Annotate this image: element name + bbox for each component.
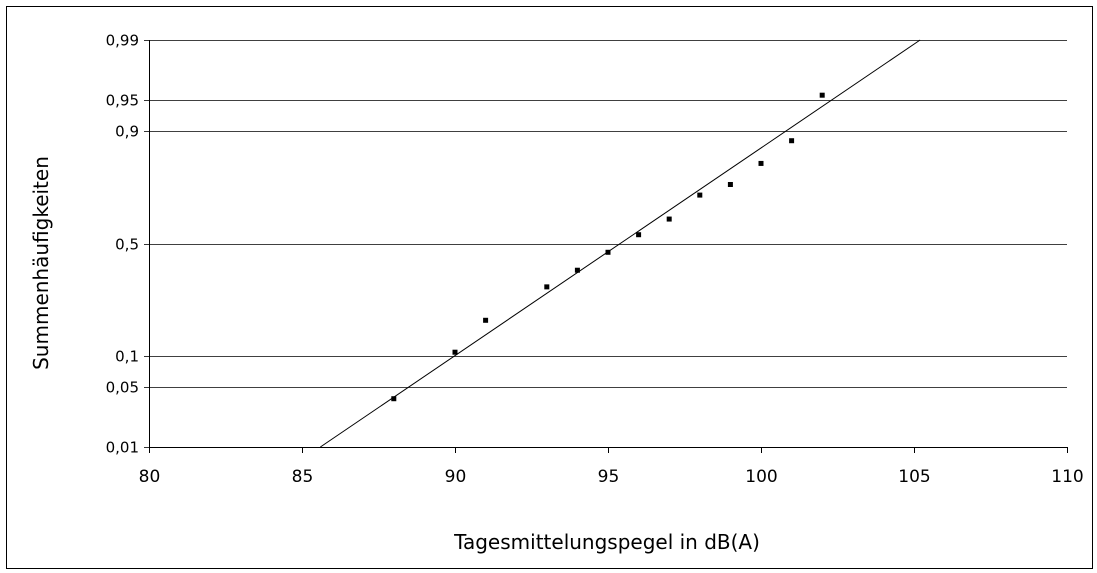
data-point (544, 284, 549, 289)
data-point (483, 318, 488, 323)
trend-line (320, 40, 920, 447)
y-tick-labels: 0,01 0,05 0,1 0,5 0,9 0,95 0,99 (106, 32, 139, 457)
y-tick-label: 0,9 (115, 123, 139, 141)
data-point (697, 193, 702, 198)
data-point (575, 268, 580, 273)
x-tick-labels: 80 85 90 95 100 105 110 (139, 467, 1084, 487)
x-tick-label: 100 (745, 467, 777, 487)
x-tick-label: 110 (1051, 467, 1083, 487)
data-point (636, 232, 641, 237)
y-tick-label: 0,5 (115, 236, 139, 254)
y-tick-label: 0,99 (106, 32, 139, 50)
data-point (667, 217, 672, 222)
x-tick-label: 105 (898, 467, 930, 487)
y-tick-label: 0,1 (115, 348, 139, 366)
x-tick-label: 95 (598, 467, 620, 487)
data-point (453, 350, 458, 355)
y-tick-label: 0,01 (106, 439, 139, 457)
x-axis-title: Tagesmittelungspegel in dB(A) (453, 530, 760, 554)
y-axis-title: Summenhäufigkeiten (29, 156, 53, 370)
data-point (606, 250, 611, 255)
y-tick-label: 0,95 (106, 92, 139, 110)
data-point (391, 396, 396, 401)
x-tick-label: 80 (139, 467, 161, 487)
data-point (820, 93, 825, 98)
y-tick-label: 0,05 (106, 379, 139, 397)
x-tick-label: 90 (445, 467, 467, 487)
trend-line-group (320, 40, 920, 447)
data-point (728, 182, 733, 187)
x-tick-label: 85 (292, 467, 314, 487)
data-point (759, 161, 764, 166)
axes (144, 40, 1068, 453)
data-point (789, 138, 794, 143)
grid-lines (149, 41, 1067, 448)
